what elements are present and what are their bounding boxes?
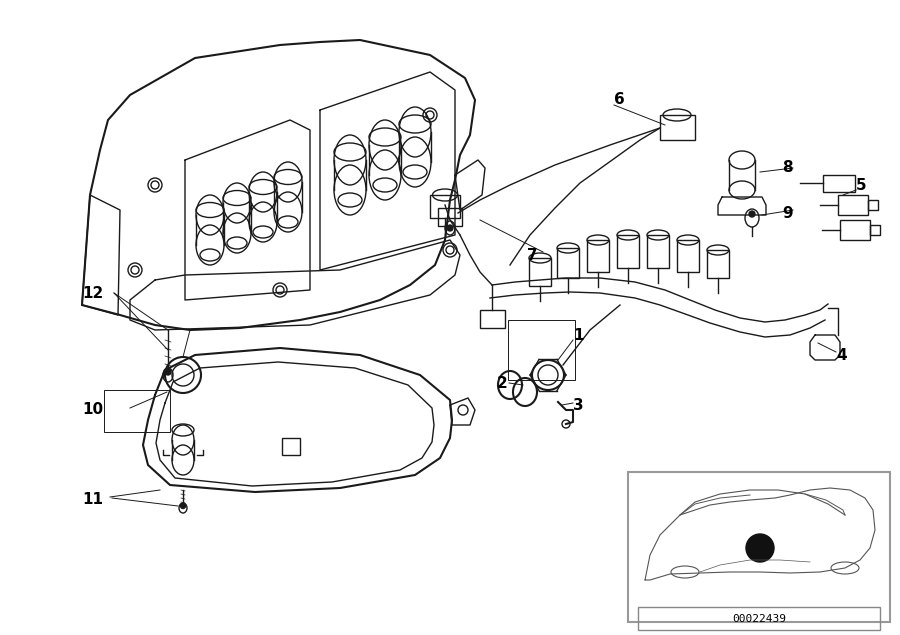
- Bar: [557, 248, 579, 278]
- Text: 00022439: 00022439: [732, 613, 786, 624]
- Bar: [617, 235, 639, 268]
- Text: 9: 9: [782, 206, 793, 220]
- Text: 8: 8: [782, 161, 793, 175]
- Text: 12: 12: [82, 286, 104, 300]
- Text: 4: 4: [836, 347, 847, 363]
- Text: 5: 5: [856, 178, 867, 192]
- Circle shape: [746, 534, 774, 562]
- Bar: [508, 320, 575, 380]
- Text: 3: 3: [573, 399, 583, 413]
- Text: 7: 7: [527, 248, 537, 262]
- Bar: [707, 250, 729, 278]
- Bar: [529, 258, 551, 286]
- Bar: [647, 235, 669, 268]
- Bar: [282, 438, 300, 455]
- Text: 1: 1: [573, 328, 583, 342]
- Bar: [480, 310, 505, 328]
- Bar: [838, 195, 868, 215]
- Text: 6: 6: [614, 93, 625, 107]
- Circle shape: [447, 225, 453, 231]
- Text: 11: 11: [82, 493, 103, 507]
- Bar: [438, 208, 462, 226]
- Bar: [870, 225, 880, 235]
- Bar: [823, 175, 855, 192]
- Bar: [430, 195, 460, 218]
- Text: 2: 2: [497, 377, 508, 392]
- Bar: [868, 200, 878, 210]
- Bar: [660, 115, 695, 140]
- Bar: [840, 220, 870, 240]
- Circle shape: [181, 504, 185, 509]
- Circle shape: [165, 369, 171, 375]
- Circle shape: [749, 211, 755, 217]
- Bar: [587, 240, 609, 272]
- Bar: [638, 607, 880, 630]
- Bar: [104, 390, 170, 432]
- Bar: [677, 240, 699, 272]
- Text: 10: 10: [82, 403, 104, 417]
- Bar: [628, 472, 890, 622]
